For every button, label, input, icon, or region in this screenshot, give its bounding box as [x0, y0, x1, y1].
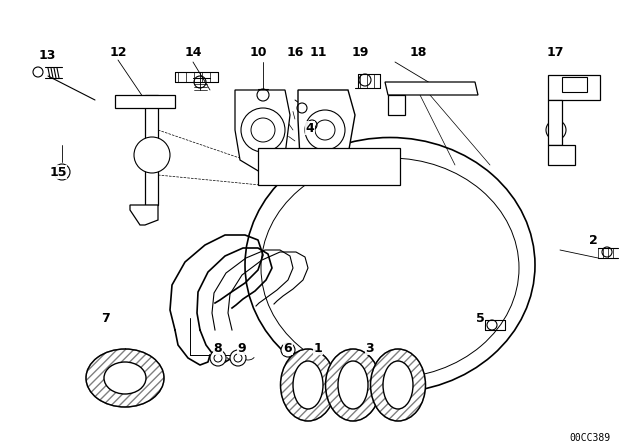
Ellipse shape — [261, 158, 519, 378]
Text: 6: 6 — [284, 341, 292, 354]
Circle shape — [281, 343, 295, 357]
Polygon shape — [548, 100, 562, 145]
Text: 19: 19 — [351, 46, 369, 59]
Polygon shape — [388, 95, 405, 115]
Circle shape — [241, 108, 285, 152]
Text: 5: 5 — [476, 311, 484, 324]
Bar — [258, 148, 400, 185]
Text: 00CC389: 00CC389 — [570, 433, 611, 443]
Bar — [562, 77, 587, 92]
Polygon shape — [130, 205, 158, 225]
Text: 12: 12 — [109, 46, 127, 59]
Text: 7: 7 — [100, 311, 109, 324]
Polygon shape — [115, 95, 175, 108]
Ellipse shape — [104, 362, 146, 394]
Polygon shape — [298, 90, 355, 172]
Circle shape — [251, 118, 275, 142]
Ellipse shape — [293, 361, 323, 409]
Text: 2: 2 — [589, 233, 597, 246]
Ellipse shape — [371, 349, 426, 421]
Ellipse shape — [280, 349, 335, 421]
Text: 18: 18 — [410, 46, 427, 59]
Text: 13: 13 — [38, 48, 56, 61]
Polygon shape — [548, 145, 575, 165]
Text: 14: 14 — [184, 46, 202, 59]
Text: 11: 11 — [309, 46, 327, 59]
Circle shape — [305, 110, 345, 150]
Ellipse shape — [245, 138, 535, 392]
Text: 8: 8 — [214, 341, 222, 354]
Circle shape — [230, 350, 246, 366]
Circle shape — [134, 137, 170, 173]
Ellipse shape — [326, 349, 381, 421]
Polygon shape — [145, 95, 158, 205]
Text: 1: 1 — [314, 341, 323, 354]
Ellipse shape — [338, 361, 368, 409]
Circle shape — [210, 350, 226, 366]
Ellipse shape — [383, 361, 413, 409]
Polygon shape — [235, 90, 290, 175]
Text: 10: 10 — [249, 46, 267, 59]
Circle shape — [315, 120, 335, 140]
Polygon shape — [385, 82, 478, 95]
Text: 4: 4 — [306, 121, 314, 134]
Text: 3: 3 — [365, 341, 374, 354]
Text: 17: 17 — [547, 46, 564, 59]
Text: 16: 16 — [286, 46, 304, 59]
Circle shape — [54, 164, 70, 180]
Text: 15: 15 — [49, 165, 67, 178]
Polygon shape — [548, 75, 600, 100]
Circle shape — [546, 120, 566, 140]
Text: 9: 9 — [237, 341, 246, 354]
Ellipse shape — [86, 349, 164, 407]
